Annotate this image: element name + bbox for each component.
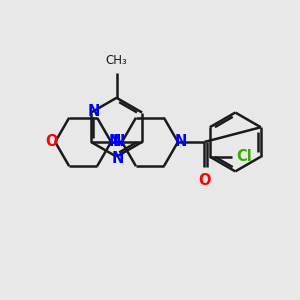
Text: CH₃: CH₃	[106, 54, 128, 68]
Text: O: O	[198, 173, 211, 188]
Text: N: N	[108, 134, 121, 149]
Text: N: N	[88, 104, 100, 119]
Text: O: O	[46, 134, 58, 149]
Text: Cl: Cl	[236, 149, 252, 164]
Text: N: N	[112, 134, 125, 149]
Text: N: N	[112, 151, 124, 166]
Text: N: N	[175, 134, 188, 149]
